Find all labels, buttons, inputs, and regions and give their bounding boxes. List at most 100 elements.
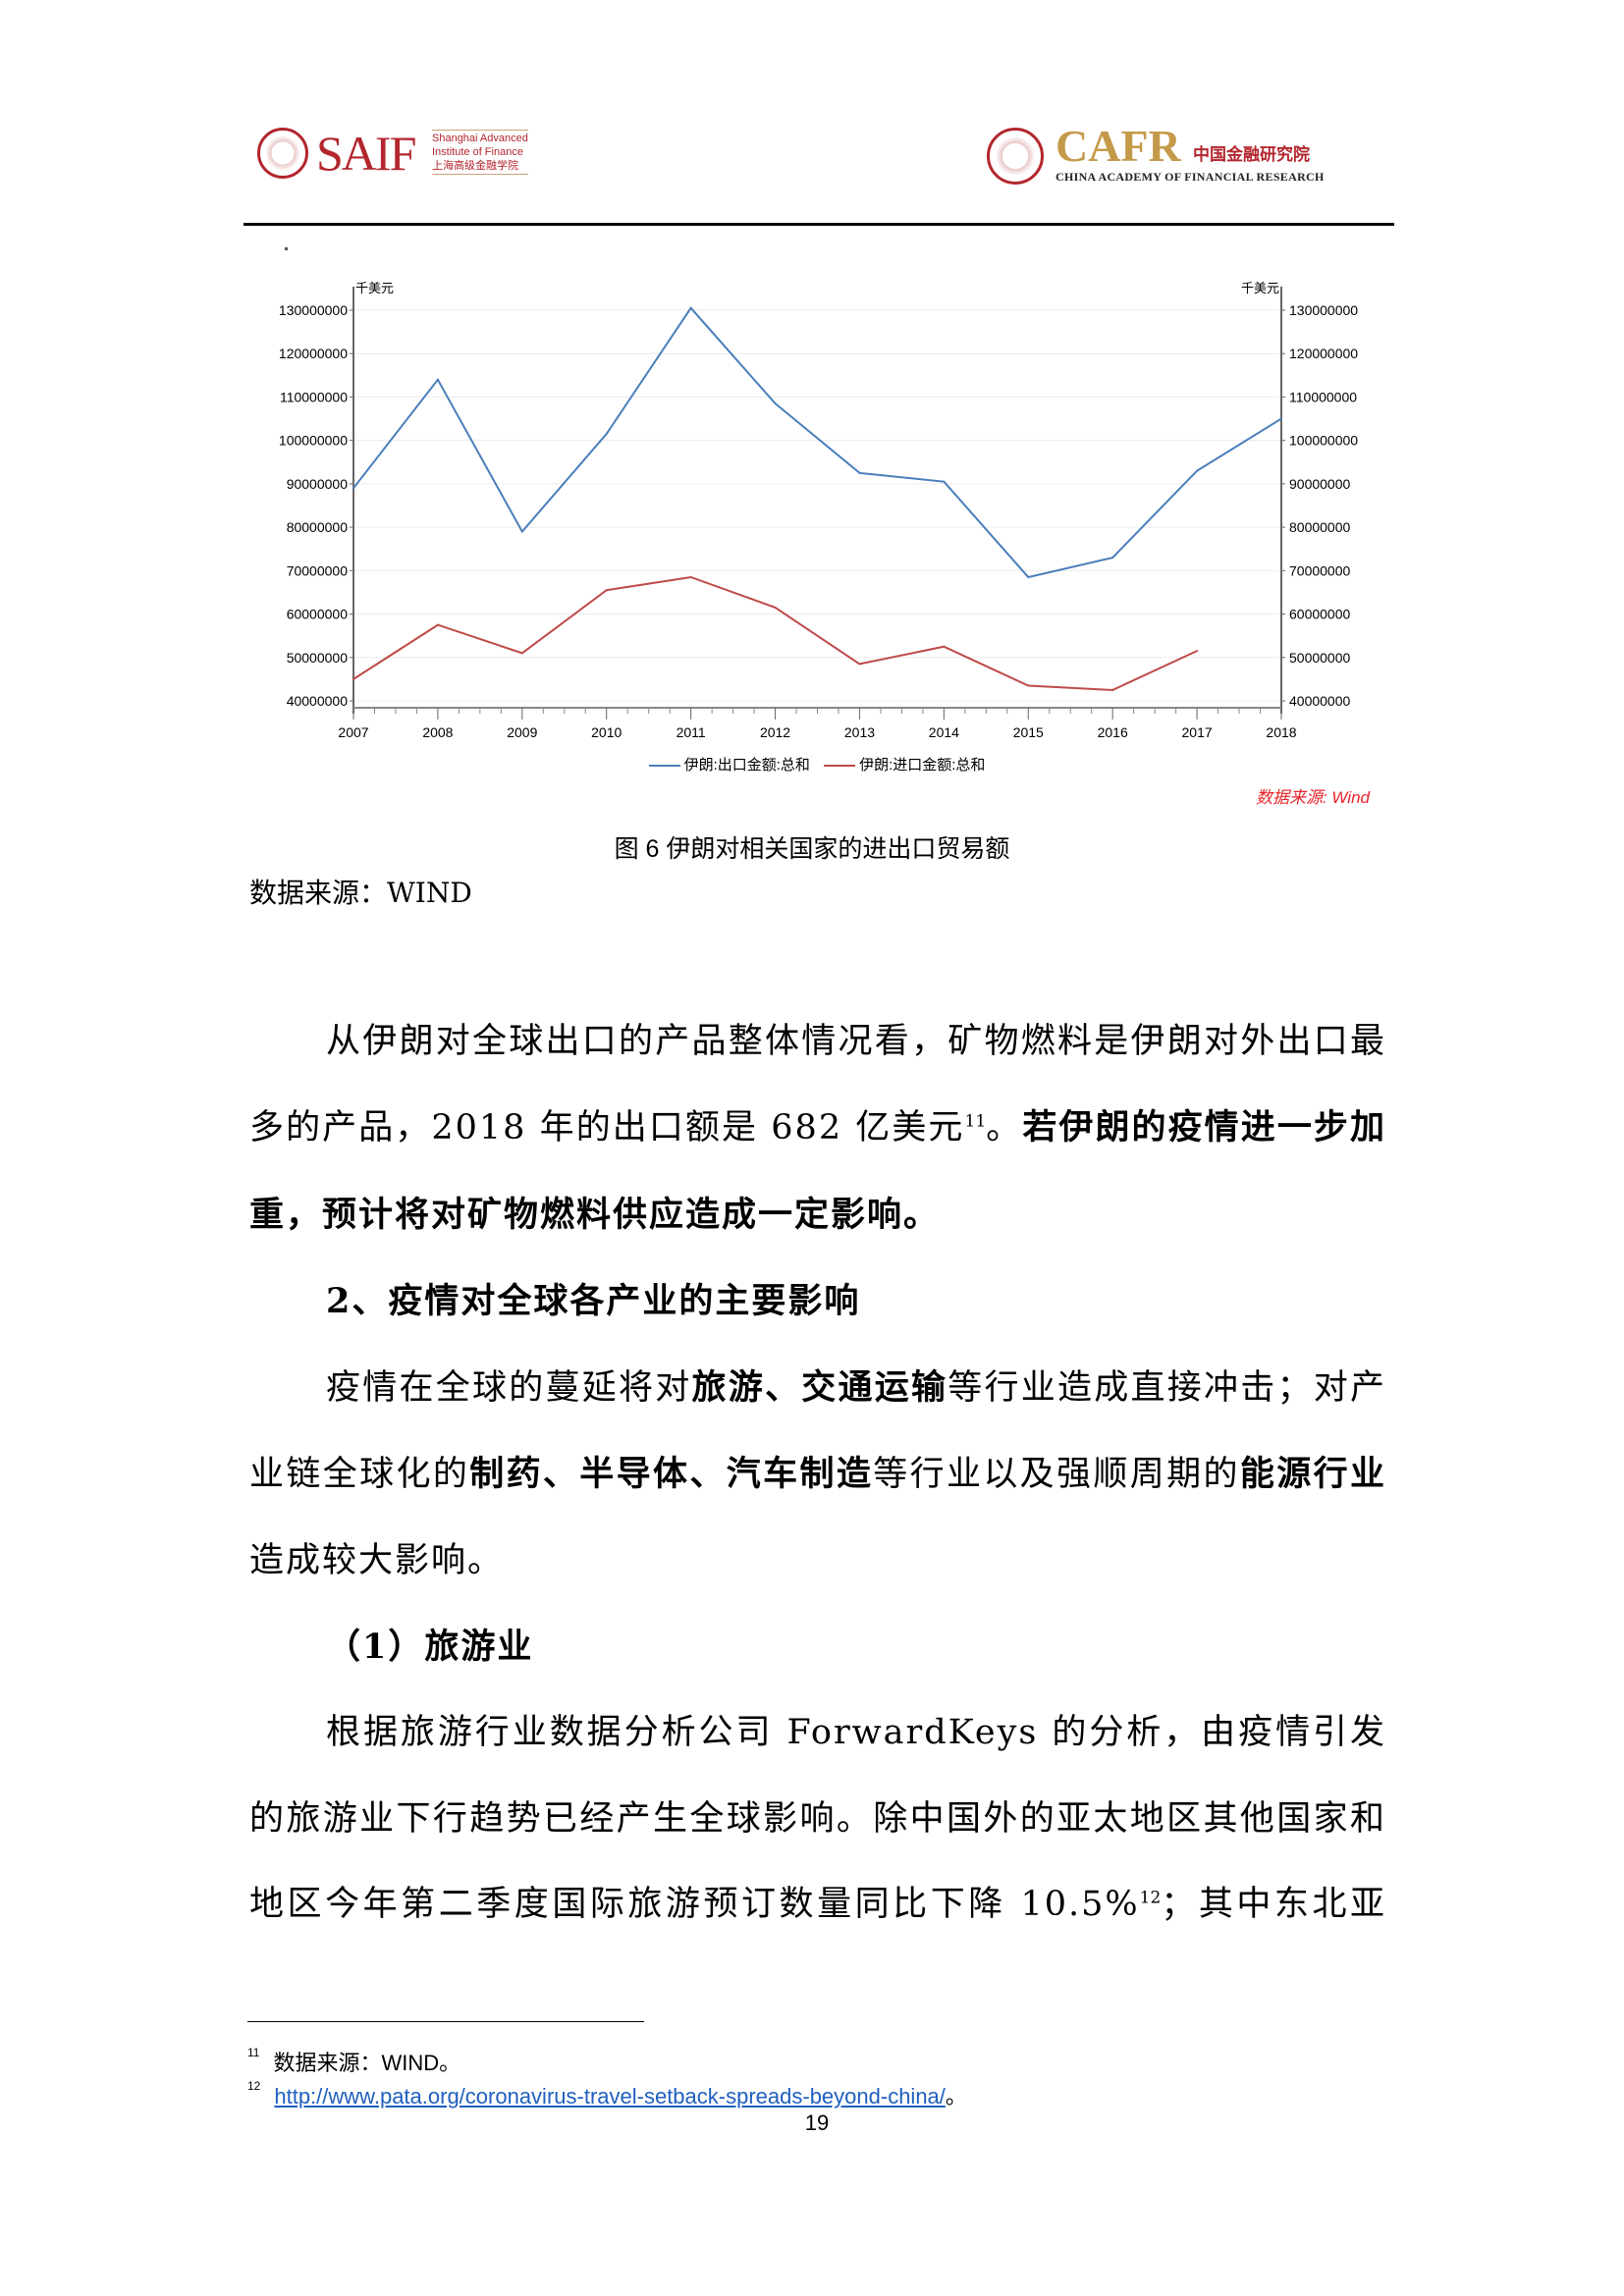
x-tick-label: 2009 bbox=[507, 724, 537, 740]
x-tick-label: 2010 bbox=[591, 724, 622, 740]
text-run: 根据旅游行业数据分析公司 ForwardKeys 的分析，由疫情引发的旅游业下行… bbox=[249, 1713, 1386, 1924]
y-tick-label-right: 100000000 bbox=[1289, 433, 1358, 449]
footnote-rule bbox=[247, 2021, 644, 2022]
y-tick-label-left: 80000000 bbox=[287, 519, 349, 535]
data-point bbox=[689, 306, 692, 309]
data-point bbox=[352, 677, 354, 680]
data-point bbox=[1196, 650, 1199, 653]
data-point bbox=[1280, 417, 1282, 420]
saif-logo: SAIF Shanghai Advanced Institute of Fina… bbox=[257, 126, 532, 181]
paragraph: 疫情在全球的蔓延将对旅游、交通运输等行业造成直接冲击；对产业链全球化的制药、半导… bbox=[249, 1345, 1386, 1604]
y-tick-label-left: 120000000 bbox=[279, 346, 348, 361]
footnote-ref: 12 bbox=[1139, 1888, 1162, 1908]
data-point bbox=[1027, 575, 1030, 578]
x-tick-label: 2012 bbox=[760, 724, 790, 740]
data-point bbox=[1111, 688, 1114, 691]
stray-dot bbox=[285, 247, 288, 250]
y-unit-left: 千美元 bbox=[355, 281, 394, 295]
text-run: 从伊朗对全球出口的产品整体情况看，矿物燃料是伊朗对外出口最多的产品，2018 年… bbox=[249, 1022, 1386, 1148]
y-tick-label-left: 130000000 bbox=[279, 302, 348, 318]
data-point bbox=[858, 663, 861, 666]
data-point bbox=[1111, 557, 1114, 560]
x-tick-label: 2011 bbox=[677, 724, 706, 740]
legend-swatch-import bbox=[824, 765, 856, 768]
y-tick-label-right: 40000000 bbox=[1289, 693, 1351, 709]
figure-caption: 图 6 伊朗对相关国家的进出口贸易额 bbox=[614, 835, 1010, 863]
cafr-seal-icon bbox=[987, 128, 1044, 185]
y-tick-label-right: 130000000 bbox=[1289, 302, 1358, 318]
x-tick-label: 2017 bbox=[1182, 724, 1213, 740]
y-tick-label-right: 80000000 bbox=[1289, 519, 1351, 535]
legend-label-export: 伊朗:出口金额:总和 bbox=[683, 757, 810, 774]
y-tick-label-right: 60000000 bbox=[1289, 607, 1351, 622]
y-tick-label-right: 70000000 bbox=[1289, 562, 1351, 578]
figure-source: 数据来源：WIND bbox=[249, 877, 472, 909]
text-run: 若伊朗的疫情进一步加重，预计将对矿物燃料供应造成一定影响。 bbox=[249, 1107, 1386, 1235]
legend-swatch-export bbox=[648, 765, 680, 768]
cafr-logo: CAFR 中国金融研究院 CHINA ACADEMY OF FINANCIAL … bbox=[987, 123, 1340, 187]
series-line-export bbox=[352, 306, 1282, 579]
y-tick-label-right: 50000000 bbox=[1289, 650, 1351, 666]
footnote-link[interactable]: http://www.pata.org/coronavirus-travel-s… bbox=[274, 2084, 946, 2109]
data-point bbox=[436, 378, 439, 381]
y-tick-label-left: 50000000 bbox=[287, 650, 349, 666]
y-unit-right: 千美元 bbox=[1241, 281, 1279, 295]
data-point bbox=[689, 575, 692, 578]
y-tick-label-left: 60000000 bbox=[287, 607, 349, 622]
data-point bbox=[520, 530, 523, 533]
data-point bbox=[1196, 469, 1199, 472]
x-tick-label: 2018 bbox=[1266, 724, 1296, 740]
data-point bbox=[943, 480, 946, 483]
data-point bbox=[605, 589, 608, 592]
text-run: 制药、半导体、汽车制造 bbox=[469, 1454, 874, 1495]
footnote-11: 11 数据来源：WIND。 bbox=[247, 2046, 461, 2075]
chart-legend: 伊朗:出口金额:总和 伊朗:进口金额:总和 bbox=[0, 754, 1624, 774]
y-tick-label-left: 40000000 bbox=[287, 693, 349, 709]
paragraph: （1）旅游业 bbox=[249, 1604, 1386, 1690]
text-run: （1）旅游业 bbox=[326, 1627, 534, 1668]
legend-label-import: 伊朗:进口金额:总和 bbox=[859, 757, 986, 774]
text-run: 疫情在全球的蔓延将对 bbox=[326, 1368, 692, 1409]
text-run: 。 bbox=[986, 1108, 1023, 1148]
x-tick-label: 2016 bbox=[1098, 724, 1128, 740]
text-run: 能源行业 bbox=[1239, 1454, 1386, 1495]
paragraph: 根据旅游行业数据分析公司 ForwardKeys 的分析，由疫情引发的旅游业下行… bbox=[249, 1690, 1386, 1948]
header-rule bbox=[244, 223, 1394, 226]
data-point bbox=[1027, 684, 1030, 687]
text-run: ；其中东北亚 bbox=[1161, 1884, 1386, 1924]
page-number: 19 bbox=[804, 2110, 830, 2135]
data-point bbox=[943, 645, 946, 648]
data-point bbox=[436, 623, 439, 626]
text-run: 等行业以及强顺周期的 bbox=[873, 1455, 1240, 1495]
data-point bbox=[352, 487, 354, 490]
x-tick-label: 2008 bbox=[422, 724, 453, 740]
text-run: 2、疫情对全球各产业的主要影响 bbox=[326, 1280, 861, 1321]
footnote-ref: 11 bbox=[964, 1111, 987, 1132]
y-tick-label-left: 110000000 bbox=[280, 389, 348, 404]
series-line-import bbox=[352, 575, 1198, 691]
footnote-12: 12 http://www.pata.org/coronavirus-travel… bbox=[247, 2079, 967, 2109]
y-tick-label-right: 110000000 bbox=[1289, 389, 1357, 404]
x-tick-label: 2013 bbox=[844, 724, 875, 740]
data-point bbox=[774, 606, 777, 609]
y-tick-label-right: 90000000 bbox=[1289, 476, 1351, 492]
text-run: 等行业造成直接冲击；对产业链全球化的 bbox=[249, 1368, 1386, 1495]
text-run: 旅游、交通运输 bbox=[691, 1367, 948, 1409]
data-point bbox=[858, 471, 861, 474]
x-tick-label: 2007 bbox=[338, 724, 368, 740]
body-text: 从伊朗对全球出口的产品整体情况看，矿物燃料是伊朗对外出口最多的产品，2018 年… bbox=[249, 999, 1386, 1948]
y-tick-label-left: 70000000 bbox=[287, 562, 349, 578]
paragraph: 从伊朗对全球出口的产品整体情况看，矿物燃料是伊朗对外出口最多的产品，2018 年… bbox=[249, 999, 1386, 1258]
data-point bbox=[774, 402, 777, 405]
y-tick-label-left: 90000000 bbox=[287, 476, 349, 492]
data-point bbox=[520, 652, 523, 655]
x-tick-label: 2015 bbox=[1013, 724, 1044, 740]
text-run: 造成较大影响。 bbox=[249, 1540, 505, 1580]
x-tick-label: 2014 bbox=[929, 724, 959, 740]
trade-line-chart: 130000000 130000000 120000000 120000000 1100… bbox=[279, 281, 1358, 740]
data-point bbox=[605, 433, 608, 436]
paragraph: 2、疫情对全球各产业的主要影响 bbox=[249, 1258, 1386, 1345]
chart-source-note: 数据来源: Wind bbox=[1255, 788, 1370, 807]
y-tick-label-left: 100000000 bbox=[279, 433, 348, 449]
y-tick-label-right: 120000000 bbox=[1289, 346, 1358, 361]
